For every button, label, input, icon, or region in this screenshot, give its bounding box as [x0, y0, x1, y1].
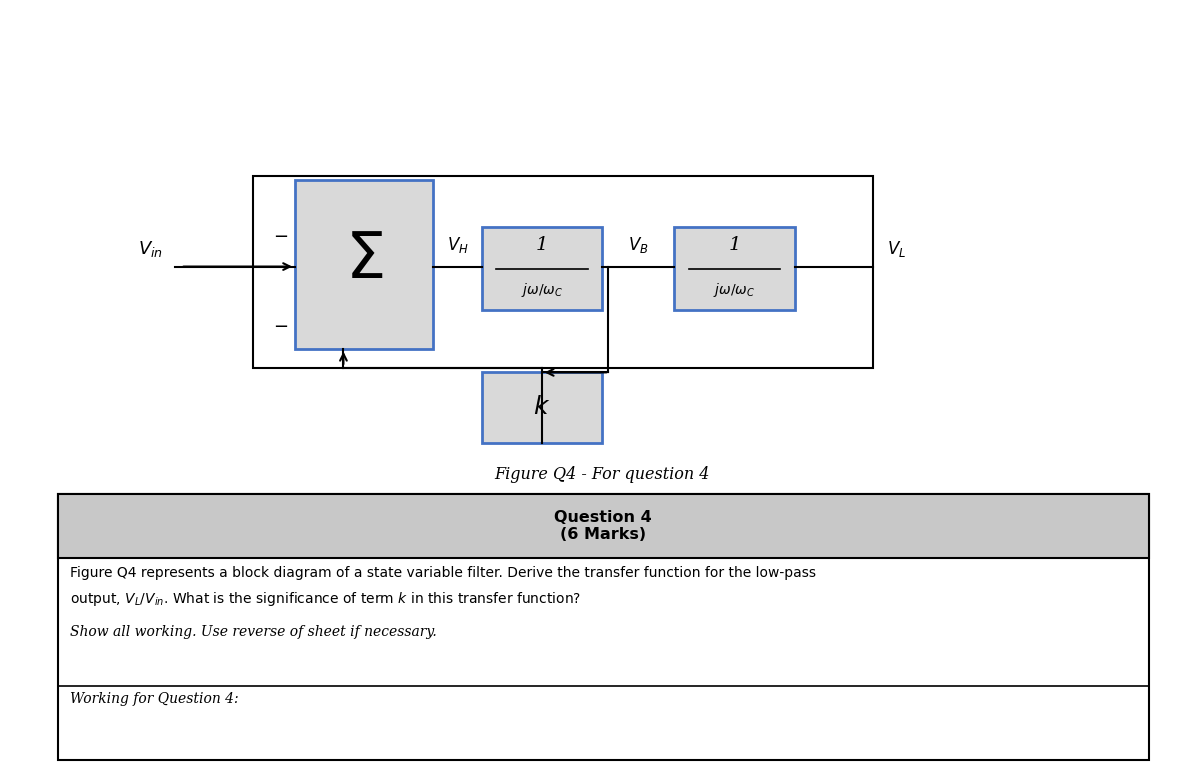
Text: 1: 1: [536, 236, 548, 254]
Text: $V_B$: $V_B$: [627, 234, 649, 255]
Text: Question 4
(6 Marks): Question 4 (6 Marks): [554, 510, 653, 543]
Text: $V_H$: $V_H$: [447, 234, 468, 255]
Text: Figure Q4 represents a block diagram of a state variable filter. Derive the tran: Figure Q4 represents a block diagram of …: [70, 566, 816, 580]
Bar: [253, 176, 873, 368]
Text: 1: 1: [728, 236, 740, 254]
Text: $-$: $-$: [272, 227, 288, 244]
Text: output, $V_L/V_{in}$. What is the significance of term $k$ in this transfer func: output, $V_L/V_{in}$. What is the signif…: [70, 590, 582, 608]
Bar: [58, 494, 1149, 760]
Bar: [482, 372, 602, 443]
Bar: [58, 494, 1149, 558]
Text: Show all working. Use reverse of sheet if necessary.: Show all working. Use reverse of sheet i…: [70, 625, 437, 639]
Bar: [674, 227, 795, 310]
Text: Figure Q4 - For question 4: Figure Q4 - For question 4: [495, 466, 709, 483]
Text: $-$: $-$: [272, 317, 288, 334]
Text: $V_L$: $V_L$: [887, 238, 907, 259]
Text: $\Sigma$: $\Sigma$: [346, 230, 383, 291]
Text: $V_{in}$: $V_{in}$: [137, 238, 163, 259]
Bar: [482, 227, 602, 310]
Text: $j\omega/\omega_C$: $j\omega/\omega_C$: [714, 281, 755, 299]
Text: $j\omega/\omega_C$: $j\omega/\omega_C$: [521, 281, 562, 299]
Text: $k$: $k$: [533, 396, 550, 419]
Bar: [295, 180, 433, 349]
Text: Working for Question 4:: Working for Question 4:: [70, 692, 238, 706]
